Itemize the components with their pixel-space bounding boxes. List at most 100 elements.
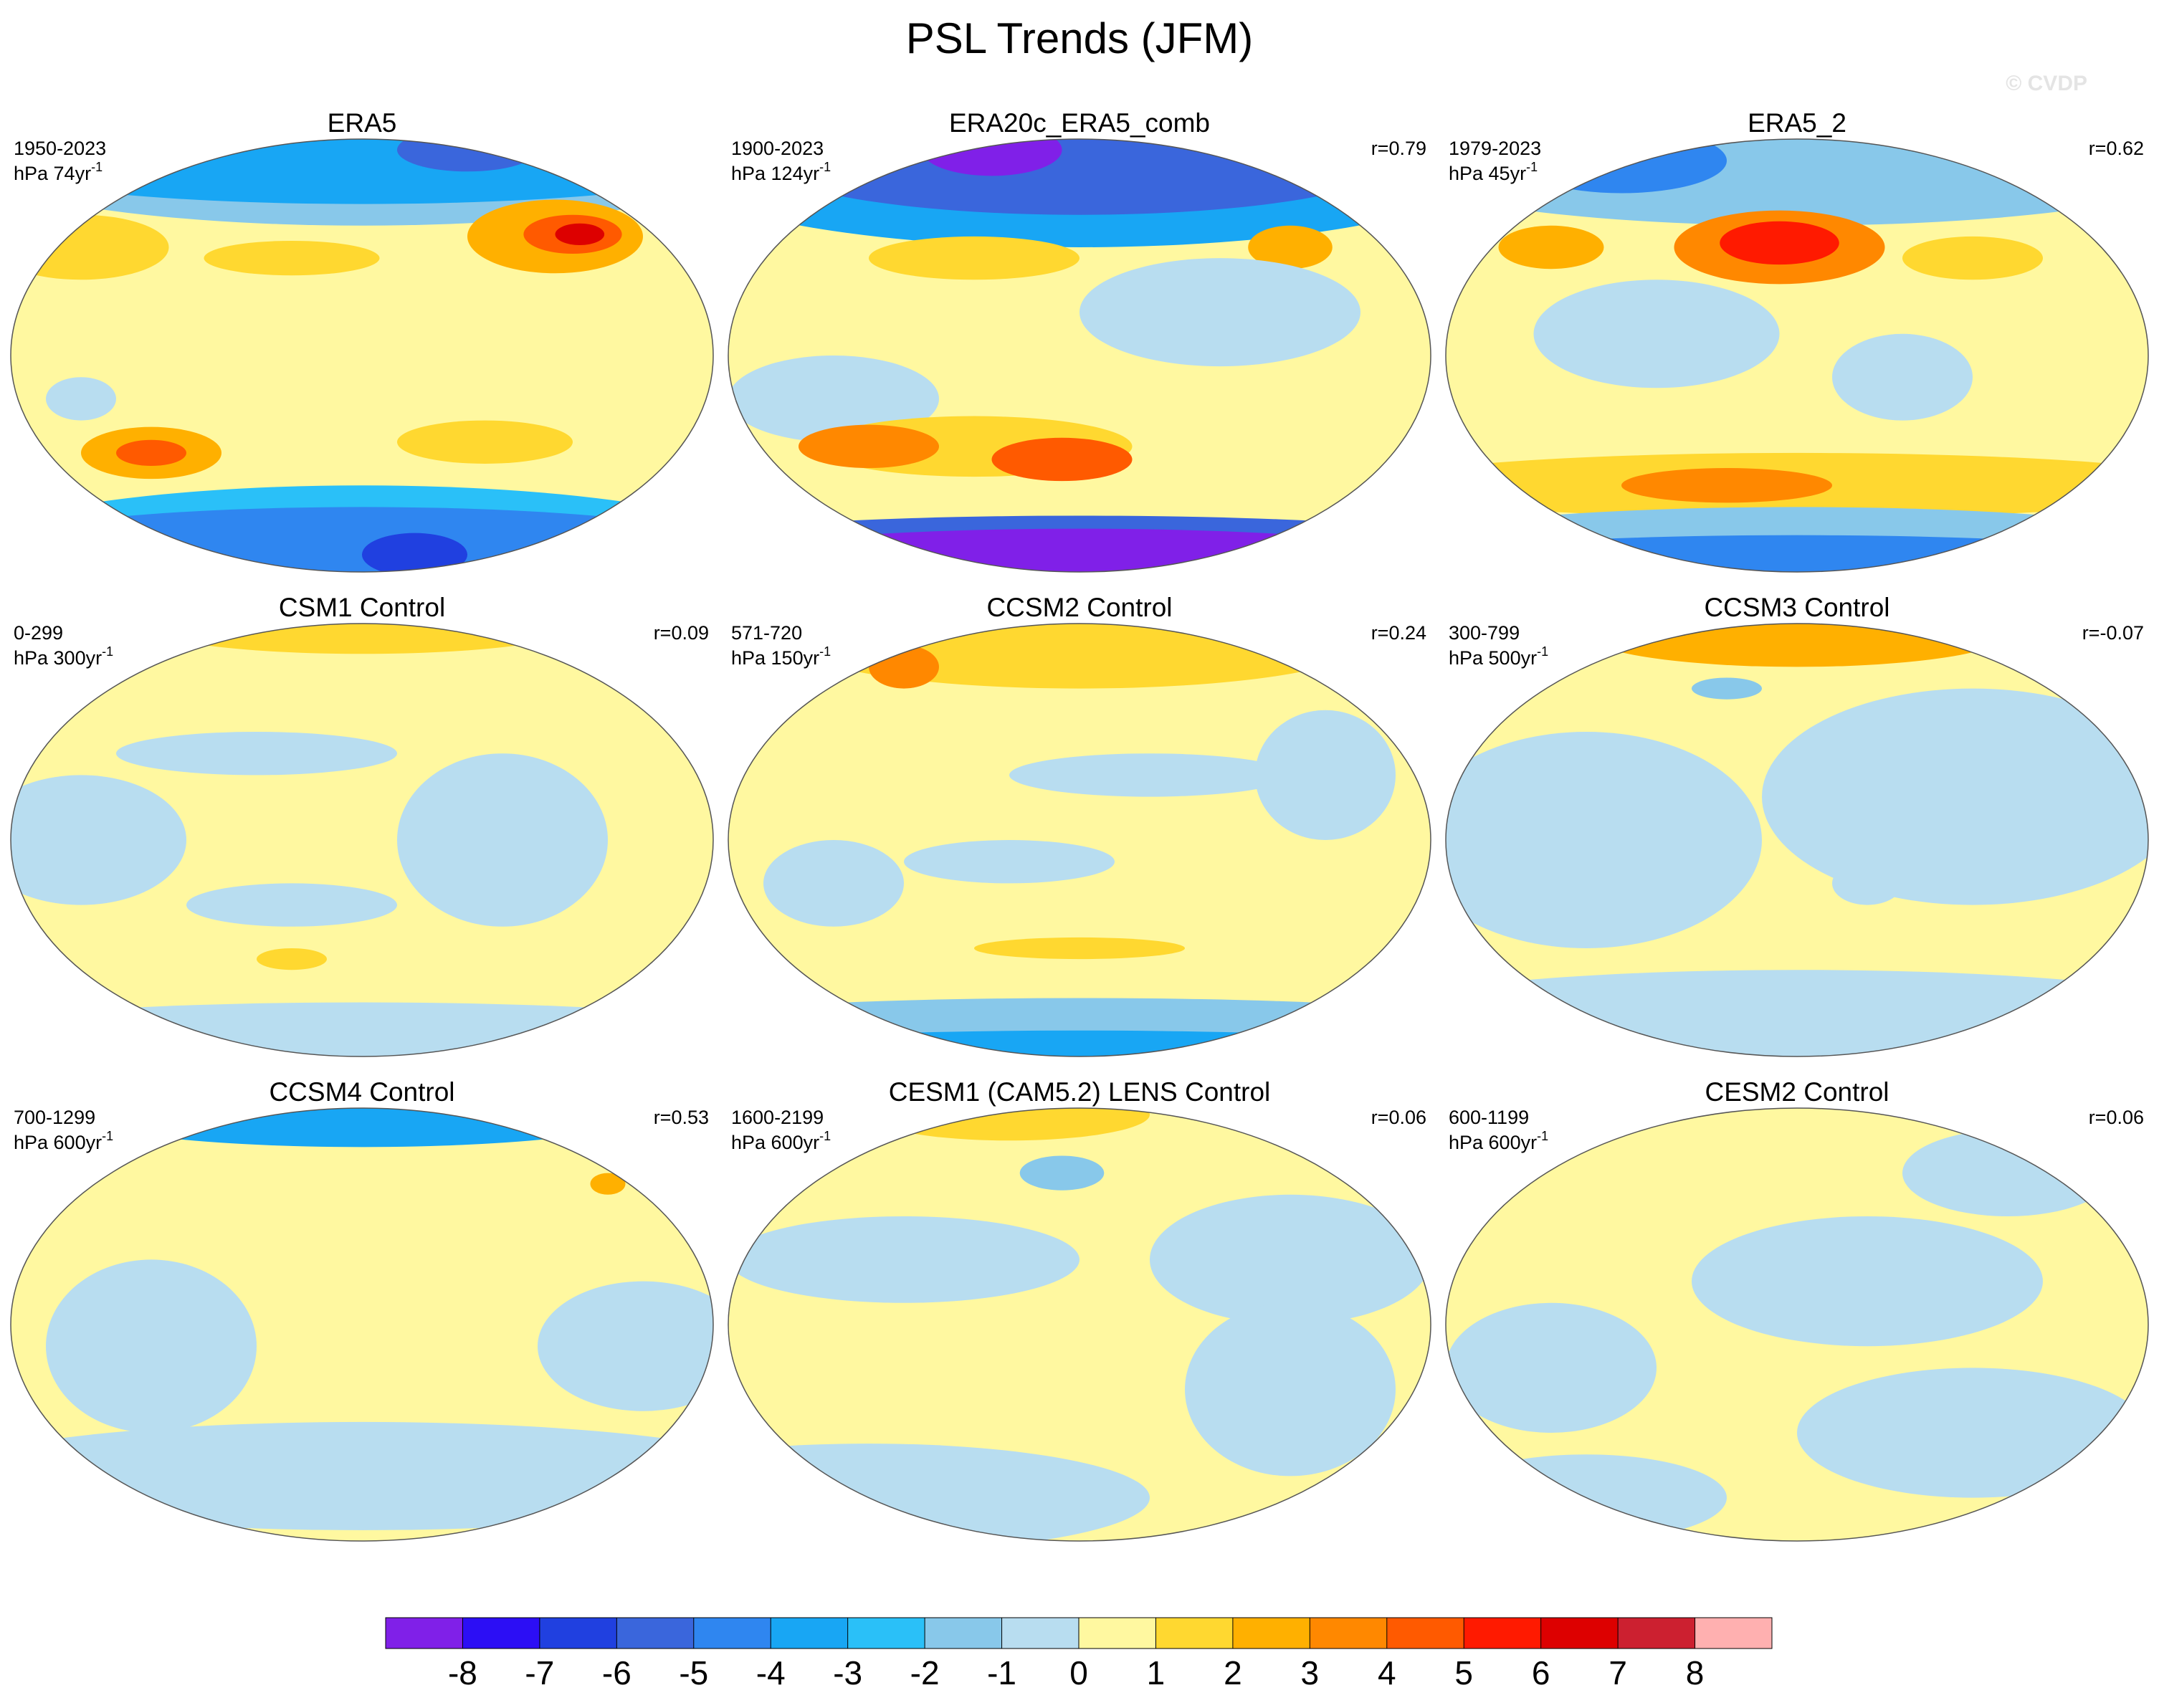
colorbar-box	[771, 1618, 848, 1649]
units-exponent: -1	[102, 1129, 113, 1143]
map-blob	[1720, 221, 1839, 265]
map-blob	[11, 1002, 713, 1056]
map-blob	[11, 139, 713, 204]
map-blob	[397, 753, 608, 927]
panel-title: CESM2 Control	[1705, 1077, 1889, 1107]
map-blob	[1762, 688, 2148, 905]
map-blob	[1498, 225, 1604, 269]
map-blob	[1533, 280, 1780, 388]
units-exponent: -1	[819, 644, 831, 659]
colorbar-label: -1	[987, 1654, 1016, 1692]
colorbar-box	[1386, 1618, 1464, 1649]
map-blob	[1150, 1194, 1431, 1325]
units-text: hPa 45yr	[1449, 163, 1526, 184]
colorbar-box	[462, 1618, 540, 1649]
colorbar-box	[693, 1618, 771, 1649]
colorbar-label: -5	[679, 1654, 708, 1692]
panel-units: hPa 600yr-1	[14, 1129, 113, 1153]
map-blob	[1586, 624, 2008, 667]
colorbar-label: -6	[602, 1654, 632, 1692]
colorbar-box	[847, 1618, 925, 1649]
units-text: hPa 74yr	[14, 163, 91, 184]
units-text: hPa 150yr	[731, 647, 819, 669]
map-blob	[46, 1259, 257, 1433]
units-exponent: -1	[1526, 160, 1538, 174]
panel-title: CSM1 Control	[279, 593, 445, 622]
colorbar-label: 3	[1301, 1654, 1320, 1692]
map-blob	[46, 377, 116, 421]
map-blob	[799, 424, 939, 469]
figure-title: PSL Trends (JFM)	[906, 14, 1254, 62]
map-blob	[1902, 236, 2043, 280]
map-outline	[10, 138, 714, 573]
units-text: hPa 500yr	[1449, 647, 1537, 669]
panel-units: hPa 124yr-1	[731, 160, 831, 184]
map-blob	[904, 840, 1115, 884]
map-blob	[728, 356, 939, 442]
map-blob	[257, 948, 327, 970]
map-field	[1446, 1108, 2148, 1541]
colorbar-box	[1155, 1618, 1233, 1649]
map-blob	[869, 645, 939, 689]
colorbar-box	[539, 1618, 617, 1649]
map-blob	[1446, 1302, 1657, 1433]
map-field	[11, 624, 713, 1056]
map-blob	[11, 775, 186, 905]
map-blob	[590, 1173, 626, 1195]
map-blob	[1692, 1216, 2043, 1347]
map-blob	[1832, 333, 1973, 421]
colorbar-box	[1310, 1618, 1387, 1649]
colorbar-label: -3	[833, 1654, 862, 1692]
panel-correlation: r=0.53	[654, 1107, 709, 1128]
map-field	[1446, 624, 2148, 1056]
panel-period: 700-1299	[14, 1107, 95, 1128]
panel-units: hPa 300yr-1	[14, 644, 113, 669]
map-blob	[116, 439, 186, 467]
panel-period: 0-299	[14, 622, 63, 644]
colorbar-label: 8	[1686, 1654, 1705, 1692]
map-field	[11, 139, 713, 572]
panel-correlation: r=0.09	[654, 622, 709, 644]
map-blob	[397, 139, 538, 172]
map-blob	[1902, 1130, 2113, 1216]
map-blob	[362, 533, 467, 572]
panel-period: 1979-2023	[1449, 138, 1541, 159]
units-exponent: -1	[102, 644, 113, 659]
map-blob	[1621, 468, 1832, 503]
map-blob	[1009, 753, 1290, 797]
map-outline	[10, 623, 714, 1057]
panel-correlation: r=0.24	[1371, 622, 1426, 644]
colorbar-label: 1	[1147, 1654, 1166, 1692]
map-background	[728, 624, 1431, 1056]
map-field	[11, 1108, 713, 1541]
map-blob	[151, 624, 573, 654]
panel-period: 600-1199	[1449, 1107, 1529, 1128]
colorbar-box	[1464, 1618, 1541, 1649]
colorbar-label: 5	[1454, 1654, 1473, 1692]
map-blob	[204, 240, 380, 276]
map-blob	[555, 223, 605, 245]
units-exponent: -1	[819, 160, 831, 174]
map-outline	[1445, 623, 2149, 1057]
units-text: hPa 600yr	[1449, 1132, 1537, 1153]
map-blob	[1255, 710, 1396, 840]
map-blob	[1080, 258, 1360, 367]
map-blob	[1446, 535, 2148, 572]
map-blob	[869, 236, 1080, 280]
panel-title: ERA20c_ERA5_comb	[949, 108, 1210, 138]
colorbar-box	[1001, 1618, 1079, 1649]
map-blob	[11, 1421, 713, 1530]
map-field	[728, 624, 1431, 1056]
colorbar-box	[1540, 1618, 1619, 1649]
colorbar-label: 2	[1224, 1654, 1242, 1692]
map-blob	[11, 214, 169, 280]
panel-period: 300-799	[1449, 622, 1520, 644]
watermark: © CVDP	[2006, 72, 2087, 95]
units-text: hPa 600yr	[14, 1132, 102, 1153]
map-blob	[763, 840, 904, 927]
